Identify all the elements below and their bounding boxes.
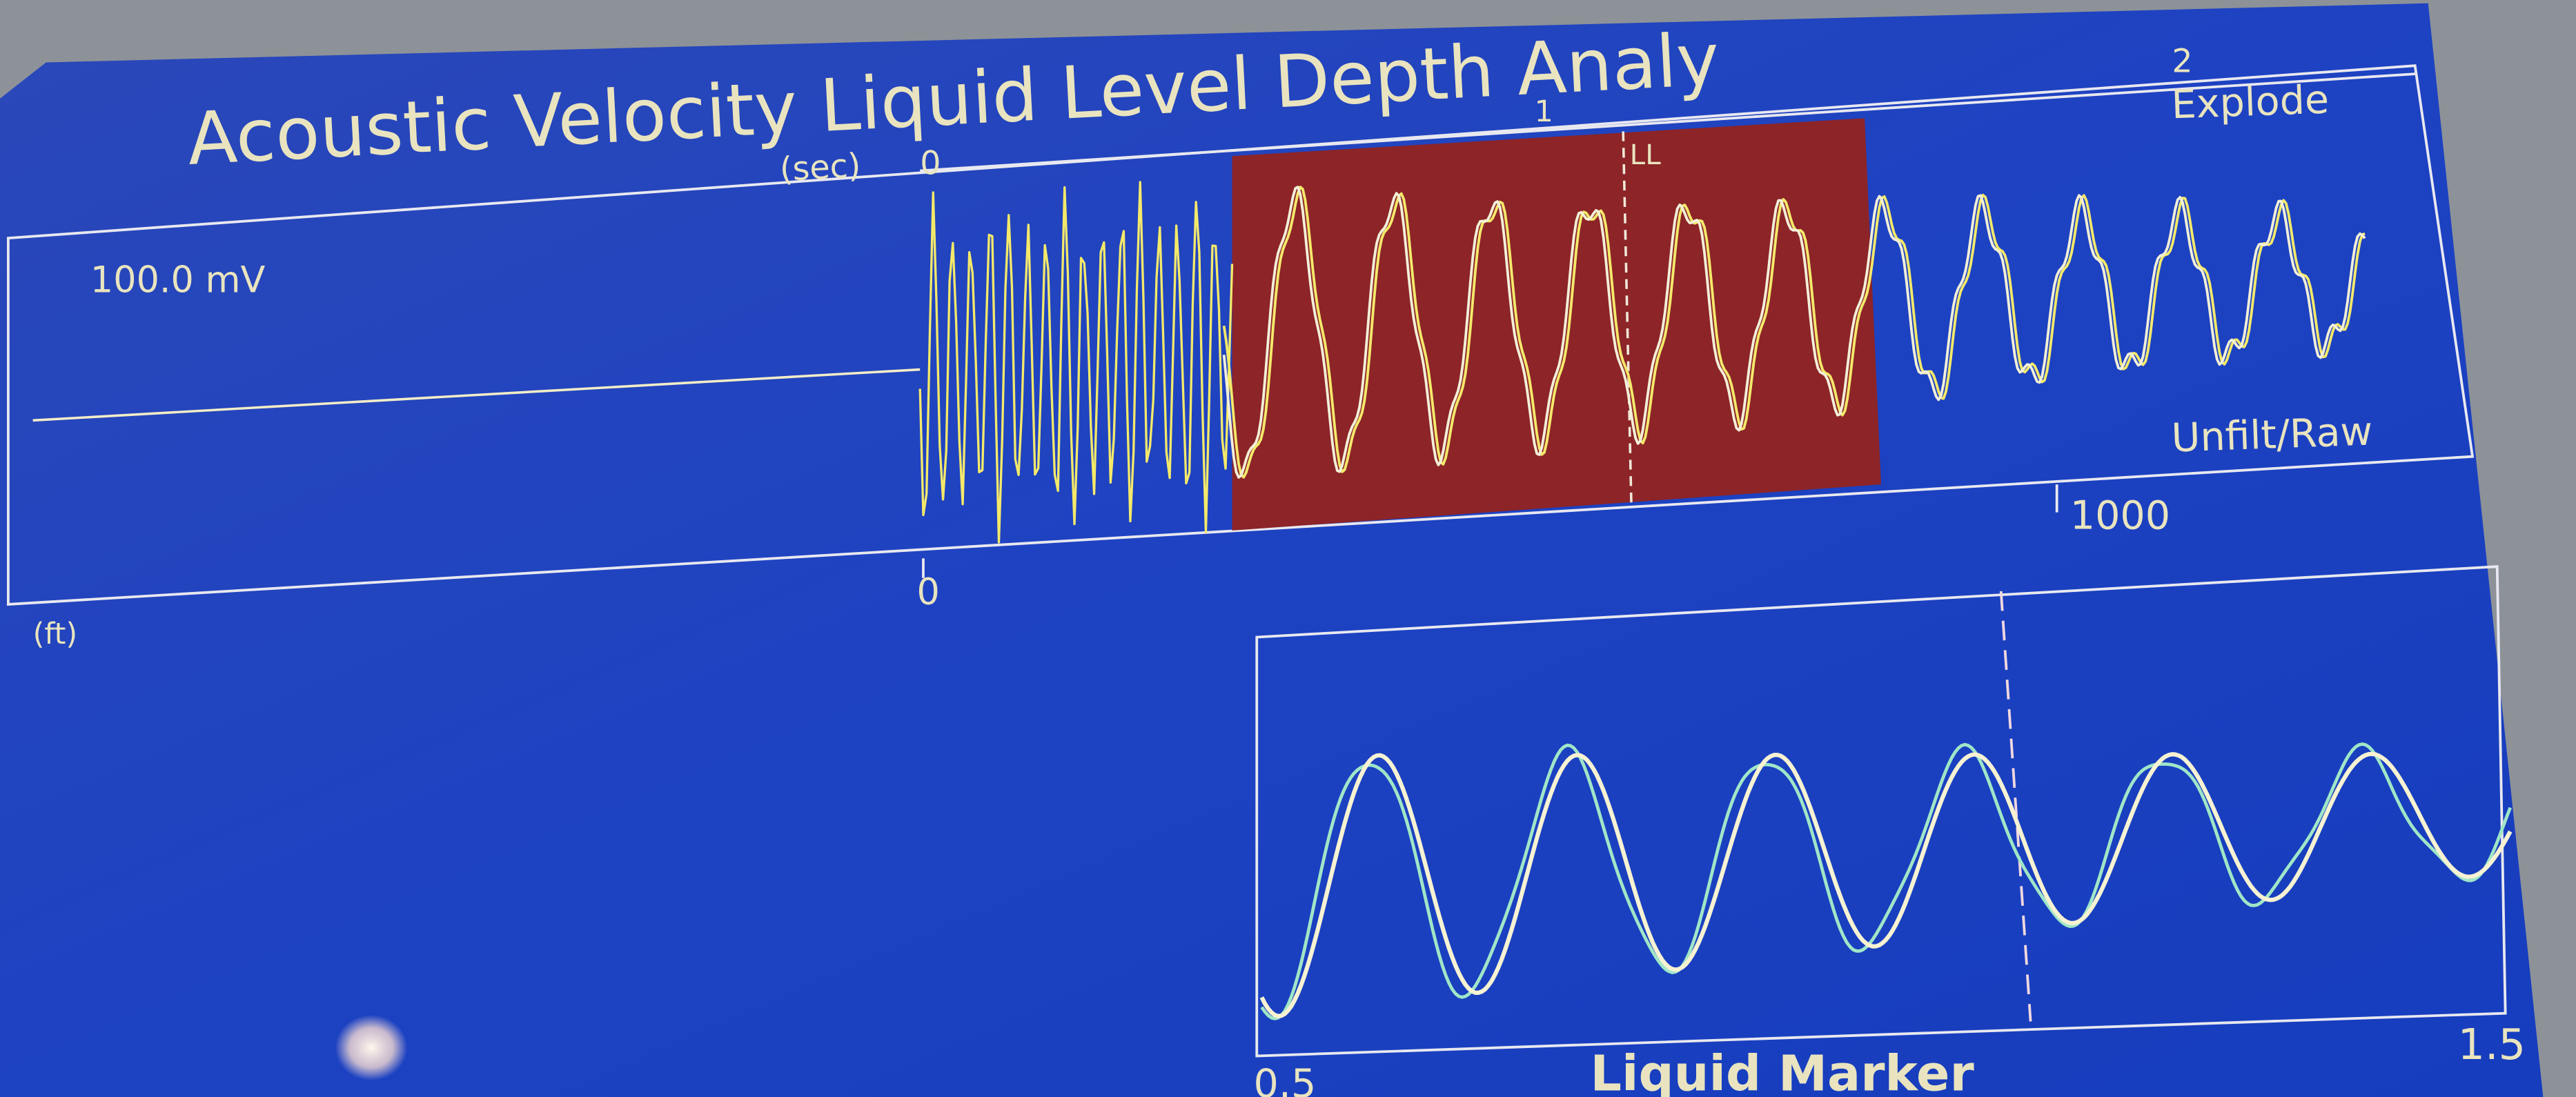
page: Acoustic Velocity Liquid Level Depth Ana… xyxy=(0,0,2576,1097)
time-tick: 2 xyxy=(2172,43,2192,81)
depth-tick: 0 xyxy=(916,571,939,613)
depth-unit: (ft) xyxy=(33,617,78,651)
depth-tick: 1000 xyxy=(2070,493,2170,538)
filter-label: Unfilt/Raw xyxy=(2171,408,2374,461)
glare xyxy=(335,1015,408,1080)
bottom-title: Liquid Marker xyxy=(1591,1045,1974,1097)
highlight-region xyxy=(1232,118,1881,530)
marker-label: LL xyxy=(1630,138,1662,171)
range-start: 0.5 xyxy=(1254,1061,1317,1097)
mode-label: Explode xyxy=(2171,77,2330,128)
range-end: 1.5 xyxy=(2458,1020,2526,1069)
screen: Acoustic Velocity Liquid Level Depth Ana… xyxy=(0,0,2576,1097)
time-unit: (sec) xyxy=(779,147,862,189)
scale-label: 100.0 mV xyxy=(90,259,266,302)
time-tick: 0 xyxy=(920,144,941,182)
time-tick: 1 xyxy=(1535,95,1553,129)
